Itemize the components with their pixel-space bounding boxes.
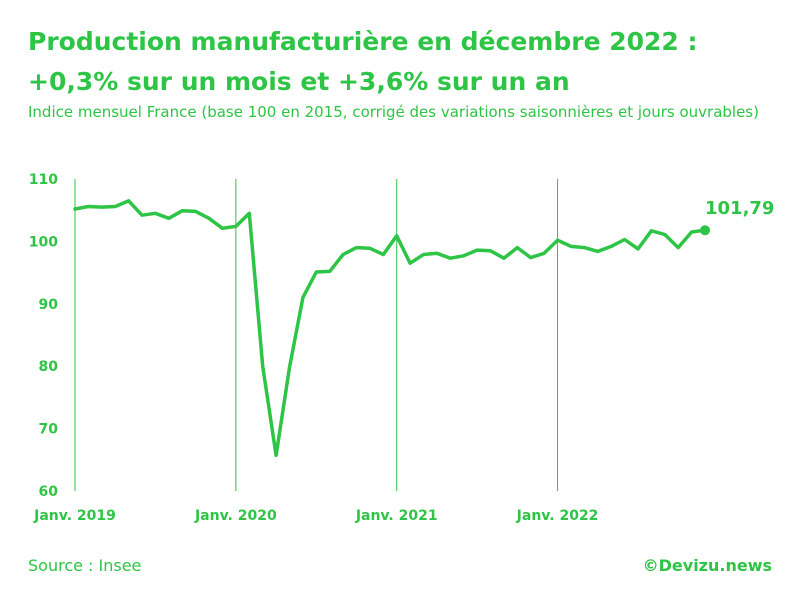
- last-point-marker: [700, 225, 710, 236]
- x-axis-tick-labels: Janv. 2019 Janv. 2020 Janv. 2021 Janv. 2022: [33, 508, 598, 524]
- series-line: [73, 199, 707, 458]
- x-tick-label: Janv. 2019: [33, 508, 116, 524]
- x-tick-label: Janv. 2021: [355, 508, 438, 524]
- series-layer: [73, 199, 710, 458]
- chart-title: Production manufacturière en décembre 20…: [28, 27, 698, 96]
- y-tick-label: 60: [39, 484, 59, 500]
- x-tick-label: Janv. 2022: [516, 508, 599, 524]
- y-tick-label: 100: [29, 234, 58, 250]
- y-tick-label: 110: [29, 172, 58, 188]
- last-value-label: 101,79: [705, 198, 774, 219]
- brand-credit: ©Devizu.news: [642, 556, 772, 575]
- source-note: Source : Insee: [28, 556, 142, 575]
- y-tick-label: 90: [39, 297, 59, 313]
- y-tick-label: 80: [39, 359, 59, 375]
- y-tick-label: 70: [39, 422, 59, 438]
- y-axis-tick-labels: 60 70 80 90 100 110: [29, 172, 58, 500]
- chart-subtitle: Indice mensuel France (base 100 en 2015,…: [28, 103, 759, 121]
- grid-lines: [74, 179, 559, 491]
- x-tick-label: Janv. 2020: [194, 508, 277, 524]
